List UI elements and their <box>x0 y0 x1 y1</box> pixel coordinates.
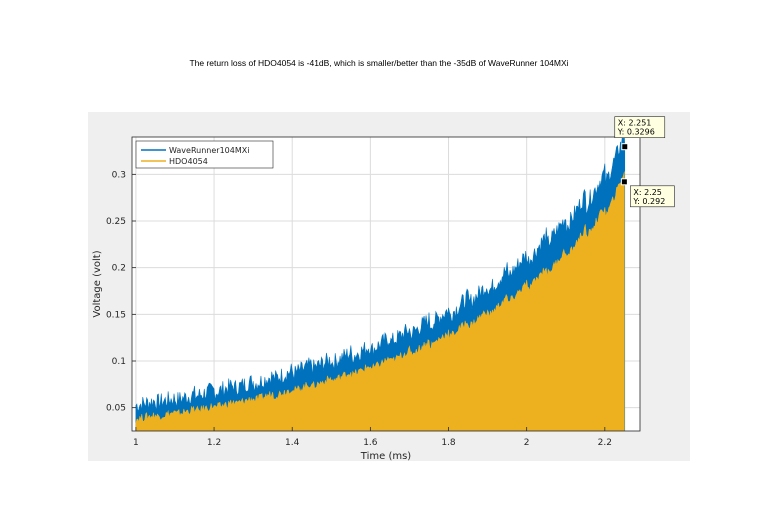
figure-panel: 1 1.2 1.4 1.6 1.8 2 2.2 0.05 0.1 0.15 0.2 0.25 0.3 Ti… <box>88 112 690 461</box>
datatip-box <box>630 185 675 208</box>
x-axis-label: Time (ms) <box>360 451 412 461</box>
y-axis-label: Voltage (volt) <box>92 250 103 317</box>
legend-label: HDO4054 <box>169 157 208 166</box>
y-tick-label: 0.15 <box>106 310 126 320</box>
x-tick-label: 1 <box>133 438 139 448</box>
legend: WaveRunner104MXi HDO4054 <box>135 140 274 169</box>
x-tick-label: 1.6 <box>363 438 378 448</box>
axes-frame <box>131 136 641 432</box>
x-tick-label: 1.2 <box>207 438 221 448</box>
datatip: X: 2.25Y: 0.292 <box>620 178 675 208</box>
series-area <box>135 171 625 431</box>
x-tick-label: 1.4 <box>285 438 300 448</box>
y-tick-label: 0.25 <box>106 217 126 227</box>
y-tick-label: 0.3 <box>112 170 126 180</box>
y-tick-label: 0.1 <box>112 357 126 367</box>
y-tick-label: 0.05 <box>106 404 126 414</box>
figure-caption: The return loss of HDO4054 is -41dB, whi… <box>189 58 569 68</box>
datatip-marker <box>621 143 629 151</box>
datatip-x-label: X: 2.25 <box>633 188 662 197</box>
legend-box <box>135 140 274 169</box>
legend-label: WaveRunner104MXi <box>169 146 249 155</box>
chart: 1 1.2 1.4 1.6 1.8 2 2.2 0.05 0.1 0.15 0.2 0.25 0.3 Ti… <box>92 116 675 461</box>
x-tick-label: 1.8 <box>441 438 456 448</box>
y-tick-label: 0.2 <box>112 264 126 274</box>
datatip-y-label: Y: 0.3296 <box>617 128 655 137</box>
x-tick-label: 2.2 <box>598 438 612 448</box>
datatip-marker <box>620 178 628 186</box>
datatip-box <box>614 116 666 139</box>
datatip-y-label: Y: 0.292 <box>632 197 665 206</box>
datatip-x-label: X: 2.251 <box>618 119 652 128</box>
x-tick-label: 2 <box>524 438 530 448</box>
